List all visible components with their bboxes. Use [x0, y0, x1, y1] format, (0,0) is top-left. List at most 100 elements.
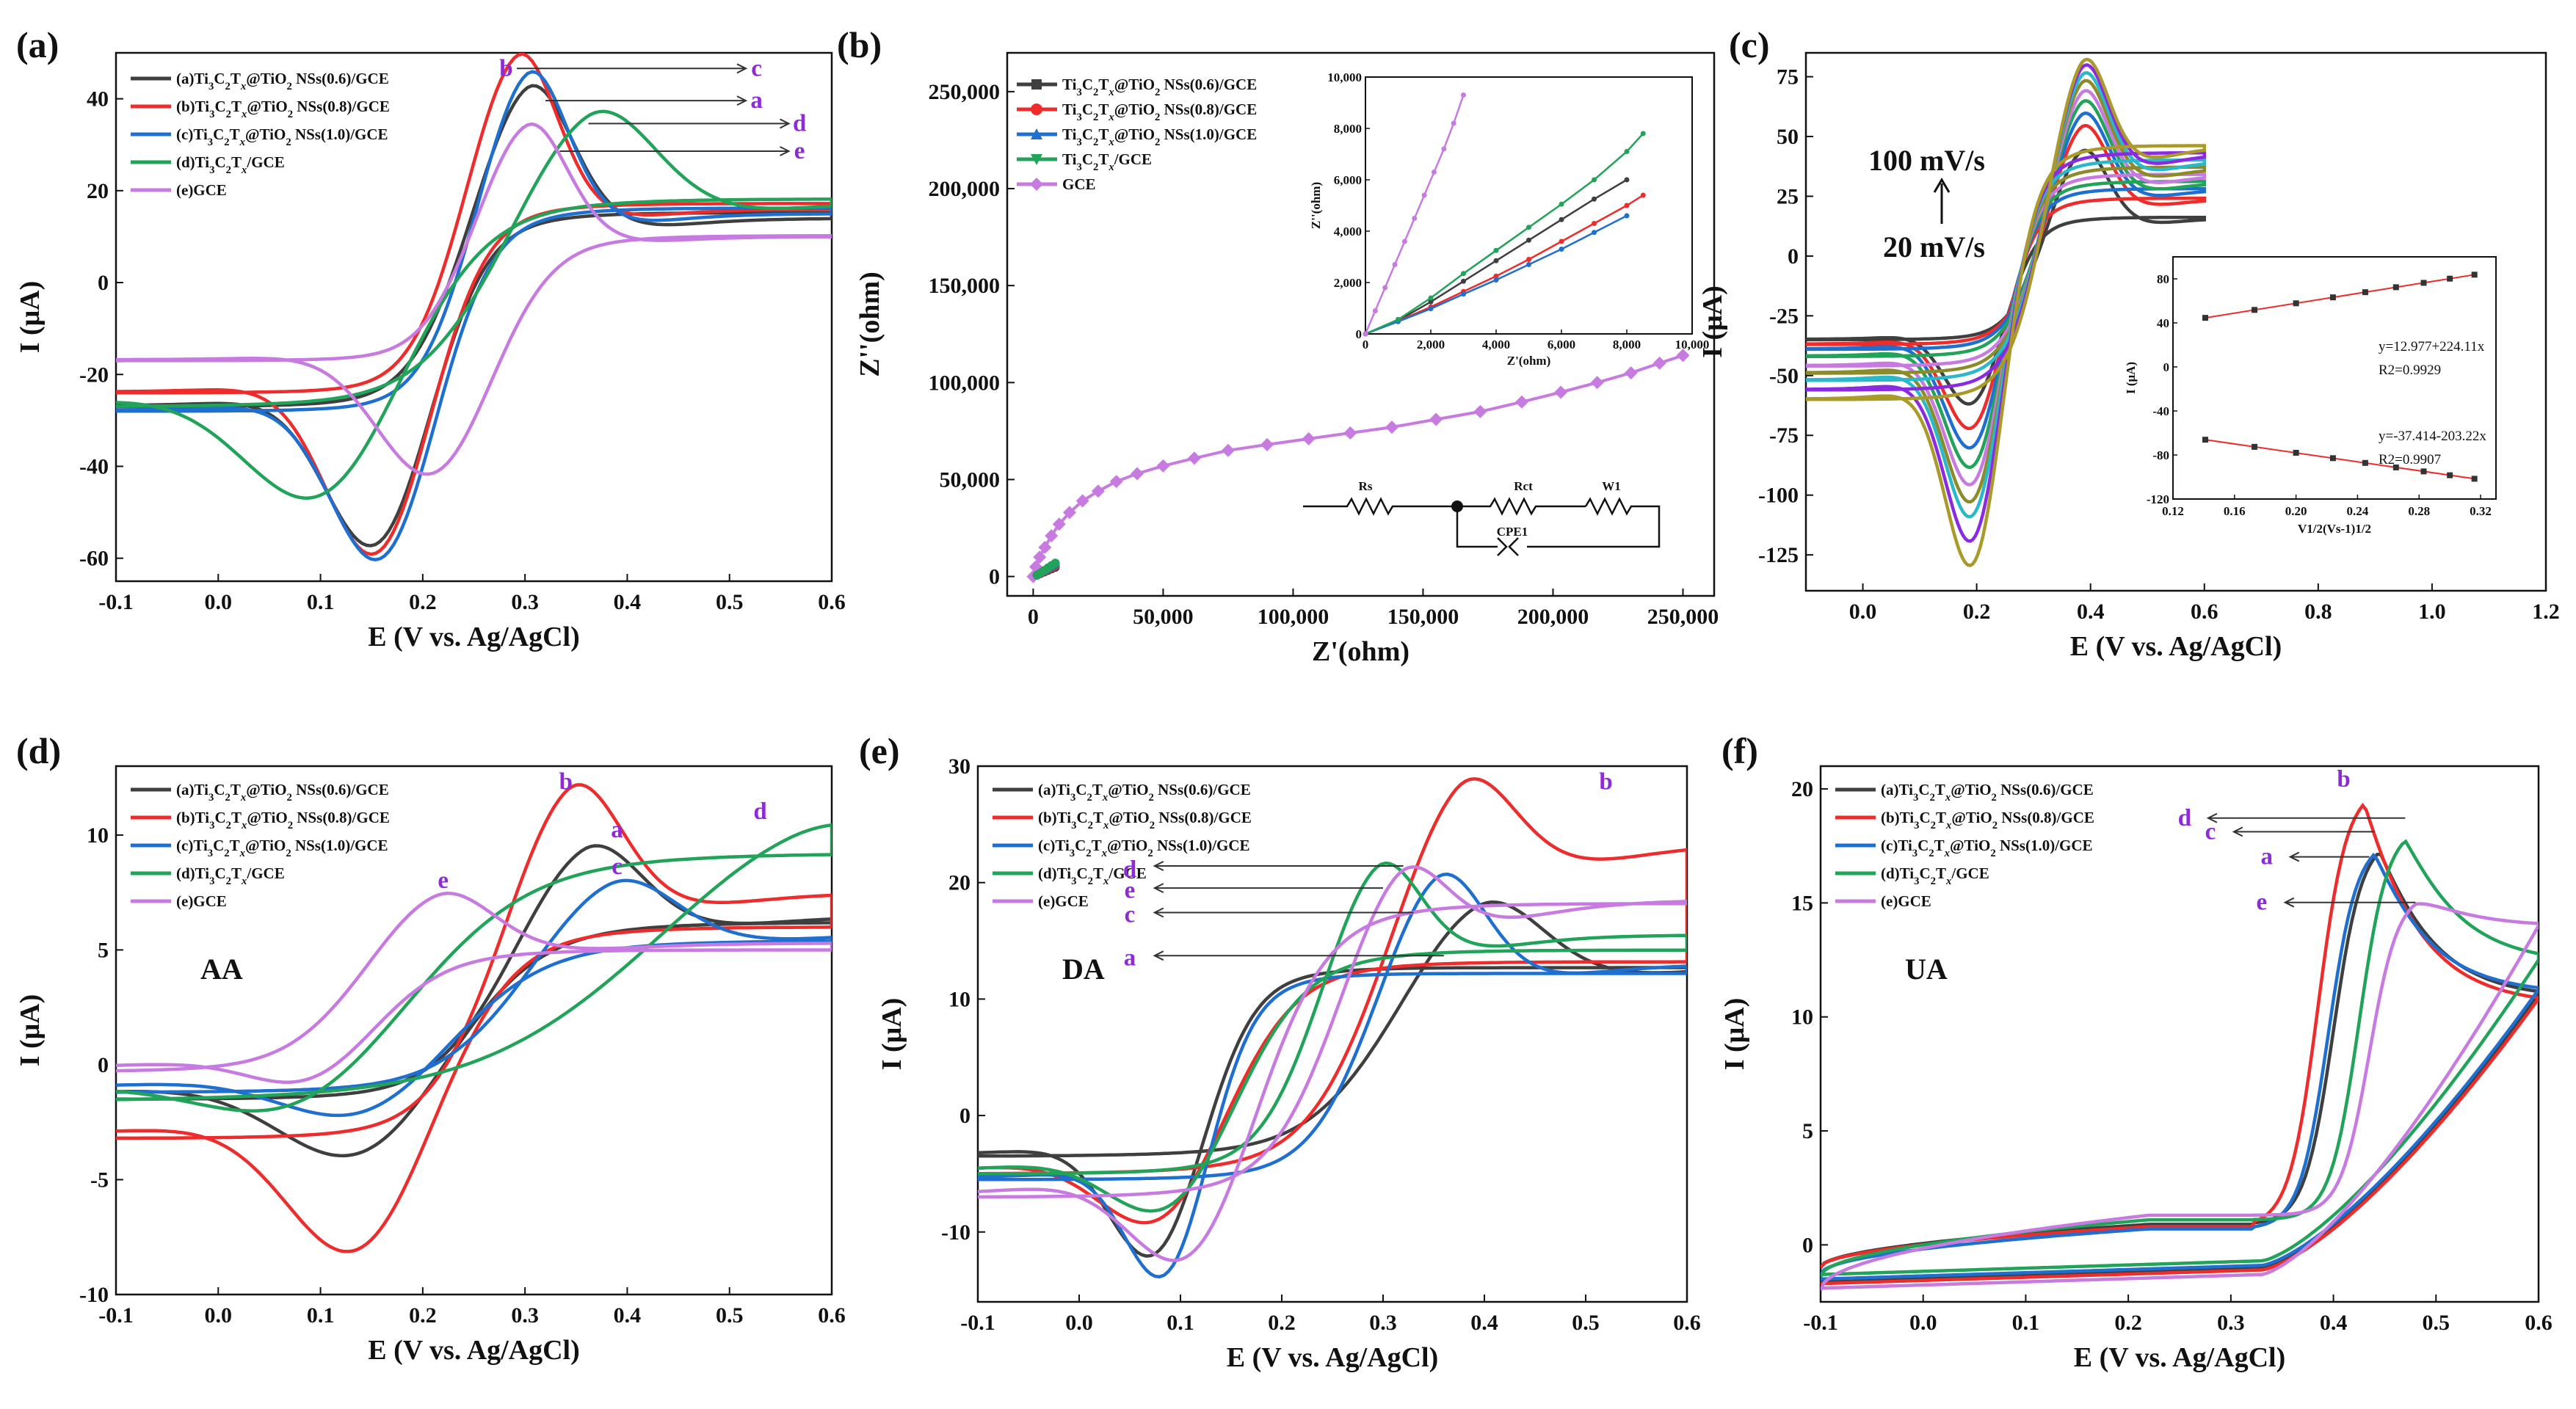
y-tick-label: 250,000	[929, 80, 1001, 104]
data-point-gce	[1062, 506, 1076, 520]
inset-point	[1493, 258, 1499, 263]
data-point-gce	[1473, 404, 1487, 418]
y-tick-label: 25	[1777, 184, 1799, 208]
scan-rate-high: 100 mV/s	[1868, 144, 1985, 177]
panel-a: (a) -0.1 0.0 0.1 0.2 0.3 0.4 0.5 0.6 -60 -40 -20 0 20…	[15, 24, 846, 652]
inset-point	[1624, 213, 1630, 219]
inset-point	[1363, 331, 1368, 337]
x-tick-label: 0.6	[818, 1303, 846, 1328]
inset-x-tick-label: 0.12	[2162, 504, 2184, 518]
cv-curve-d	[116, 823, 832, 1113]
x-tick-label: 150,000	[1387, 605, 1459, 629]
x-tick-label: 0.6	[1673, 1311, 1701, 1335]
legend-entry: (c)Ti3C2Tx@TiO2 NSs(1.0)/GCE	[1038, 837, 1250, 859]
curve-annotation-d: d	[753, 798, 766, 825]
inset-y-tick-label: 6,000	[1334, 173, 1362, 187]
inset-x-label: V1/2(Vs-1)1/2	[2298, 522, 2371, 536]
inset-x-tick-label: 0.28	[2408, 504, 2430, 518]
legend-entry: Ti3C2Tx/GCE	[1062, 150, 1152, 173]
inset-point	[2252, 443, 2258, 450]
curve-annotation-b: b	[1599, 769, 1612, 795]
inset-point	[1624, 149, 1630, 154]
panel-d: (d) -0.1 0.0 0.1 0.2 0.3 0.4 0.5 0.6 -10 -5 0 5 10 E (…	[15, 730, 846, 1366]
cv-curve-1	[1806, 123, 2207, 431]
panel-f: (f) -0.1 0.0 0.1 0.2 0.3 0.4 0.5 0.6 0 5 10 15 20 E (V…	[1719, 730, 2553, 1373]
x-tick-label: 0.6	[2525, 1311, 2553, 1335]
curve-annotation-c: c	[2205, 818, 2216, 845]
inset-point	[1461, 271, 1466, 277]
fit-equation-reduction: y=-37.414-203.22x	[2379, 429, 2486, 444]
curve-annotation-d: d	[793, 110, 806, 136]
curve-annotation-c: c	[612, 853, 623, 880]
inset-frame	[2172, 256, 2497, 500]
y-axis-label: I (μA)	[15, 281, 46, 354]
x-tick-label: 1.0	[2418, 600, 2446, 624]
legend-entry: (b)Ti3C2Tx@TiO2 NSs(0.8)/GCE	[1881, 809, 2094, 831]
curve-annotation-e: e	[438, 867, 449, 894]
y-tick-label: 0	[959, 1104, 970, 1128]
inset-point	[1592, 221, 1597, 226]
warburg-w1	[1527, 497, 1661, 548]
inset-x-tick-label: 0.20	[2285, 504, 2307, 518]
inset-y-tick-label: -40	[2152, 404, 2169, 418]
legend-entry: (d)Ti3C2Tx/GCE	[1038, 864, 1147, 887]
data-point-gce	[1045, 529, 1059, 543]
data-point-gce	[1302, 432, 1316, 445]
y-tick-label: 30	[948, 754, 970, 779]
cv-curve-e	[1821, 902, 2539, 1292]
inset-point	[1559, 239, 1564, 244]
inset-point	[2447, 275, 2453, 282]
legend-entry: (a)Ti3C2Tx@TiO2 NSs(0.6)/GCE	[1038, 781, 1251, 804]
x-axis-label: E (V vs. Ag/AgCl)	[368, 622, 580, 652]
fit-r2-oxidation: R2=0.9929	[2379, 363, 2441, 378]
x-tick-label: 0.0	[1909, 1311, 1937, 1335]
legend-marker	[1031, 154, 1042, 165]
cv-curve-b	[1821, 802, 2539, 1286]
resistor-rs	[1303, 497, 1457, 516]
x-tick-label: 0.1	[307, 1303, 335, 1328]
inset-x-tick-label: 0.32	[2470, 504, 2492, 518]
plot-frame	[1006, 51, 1716, 597]
inset-series-d	[1365, 133, 1644, 334]
curve-annotation-a: a	[611, 817, 623, 843]
y-tick-label: 0	[1802, 1233, 1813, 1257]
inset-point	[2252, 307, 2258, 313]
cv-curve-3	[1806, 99, 2207, 470]
inset-point	[1412, 216, 1418, 221]
y-tick-label: -50	[1769, 364, 1799, 388]
x-axis-label: E (V vs. Ag/AgCl)	[1227, 1342, 1439, 1373]
data-point-gce	[1091, 484, 1105, 498]
data-point-gce	[1515, 395, 1529, 409]
panel-c: (c) 0.0 0.2 0.4 0.6 0.8 1.0 1.2 -125 -100 -75 -50 -2…	[1697, 24, 2560, 662]
inset-point	[2392, 284, 2399, 291]
data-point-gce	[1075, 494, 1089, 508]
inset-point	[1428, 306, 1434, 312]
panel-label: (a)	[16, 24, 59, 65]
y-tick-label: 50,000	[940, 467, 1001, 492]
legend-entry: (d)Ti3C2Tx/GCE	[176, 864, 285, 887]
legend-entry: Ti3C2Tx@TiO2 NSs(0.6)/GCE	[1062, 76, 1257, 98]
y-tick-label: 15	[1791, 891, 1813, 915]
inset-point	[1461, 291, 1466, 297]
x-tick-label: -0.1	[960, 1311, 995, 1335]
panel-b: (b) 0 50,000 100,000 150,000 200,000 250,000 0 5…	[837, 24, 1719, 667]
inset-point	[2202, 315, 2208, 321]
data-point-gce	[1131, 467, 1144, 481]
legend-entry: (a)Ti3C2Tx@TiO2 NSs(0.6)/GCE	[176, 70, 389, 92]
y-axis-label: I (μA)	[1719, 998, 1750, 1071]
legend-entry: (c)Ti3C2Tx@TiO2 NSs(1.0)/GCE	[1881, 837, 2093, 859]
curve-annotation-e: e	[794, 138, 805, 164]
inset-point	[1428, 299, 1434, 305]
cv-curve-a	[978, 900, 1687, 1258]
data-point-gce	[1156, 459, 1170, 473]
cv-curve-0	[1806, 148, 2207, 406]
cv-curve-6	[1806, 71, 2207, 519]
inset-point	[2329, 455, 2336, 462]
data-point-gce	[1260, 437, 1274, 451]
y-tick-label: -75	[1769, 423, 1799, 448]
inset-point	[1526, 225, 1531, 230]
inset-point	[2392, 464, 2399, 470]
curve-annotation-c: c	[1125, 902, 1136, 928]
scan-rate-arrow	[1933, 178, 1951, 224]
inset-y-tick-label: 8,000	[1334, 122, 1362, 136]
